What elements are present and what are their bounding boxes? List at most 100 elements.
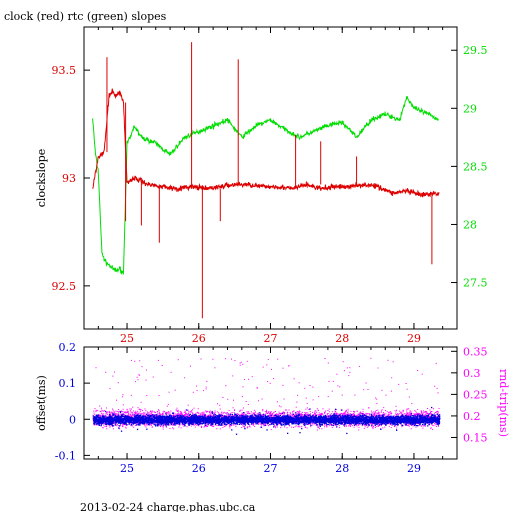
roundtrip-point	[158, 414, 160, 415]
offset-point	[347, 416, 349, 418]
roundtrip-point	[365, 414, 367, 416]
roundtrip-point	[396, 409, 397, 411]
roundtrip-point	[365, 412, 367, 414]
roundtrip-point	[335, 411, 337, 412]
roundtrip-point	[317, 425, 319, 427]
roundtrip-point	[195, 412, 197, 414]
roundtrip-point	[136, 423, 138, 425]
roundtrip-point	[234, 360, 236, 362]
roundtrip-point	[409, 410, 411, 412]
roundtrip-point	[240, 414, 242, 416]
roundtrip-point	[160, 414, 162, 416]
roundtrip-point	[408, 412, 410, 414]
roundtrip-point	[306, 413, 308, 415]
roundtrip-point	[296, 413, 298, 415]
roundtrip-point	[319, 413, 321, 415]
roundtrip-point	[282, 413, 284, 415]
roundtrip-point	[400, 412, 402, 414]
roundtrip-point	[167, 413, 169, 415]
roundtrip-point	[183, 415, 185, 416]
roundtrip-point	[116, 411, 118, 413]
roundtrip-point	[122, 408, 124, 410]
roundtrip-point	[331, 411, 333, 413]
roundtrip-point	[377, 425, 379, 427]
roundtrip-point	[372, 427, 374, 428]
offset-point	[186, 415, 188, 417]
roundtrip-point	[358, 429, 360, 431]
roundtrip-point	[174, 389, 176, 391]
roundtrip-point	[406, 423, 408, 425]
offset-point	[417, 413, 419, 415]
roundtrip-point	[252, 412, 254, 414]
roundtrip-point	[416, 413, 418, 414]
offset-point	[305, 423, 307, 425]
roundtrip-point	[161, 365, 163, 366]
offset-point	[365, 424, 367, 426]
roundtrip-point	[131, 415, 133, 417]
roundtrip-point	[298, 412, 300, 414]
roundtrip-point	[302, 414, 304, 416]
offset-point	[266, 417, 268, 419]
roundtrip-point	[242, 412, 244, 414]
roundtrip-point	[322, 408, 324, 410]
roundtrip-point	[390, 424, 392, 426]
roundtrip-point	[111, 426, 113, 428]
roundtrip-point	[193, 407, 195, 409]
y-tick-label: 0	[69, 413, 76, 426]
roundtrip-point	[438, 425, 439, 427]
roundtrip-point	[162, 426, 164, 428]
roundtrip-point	[262, 408, 264, 410]
roundtrip-point	[150, 413, 152, 415]
roundtrip-point	[187, 411, 189, 413]
roundtrip-point	[274, 426, 276, 428]
chart-title: clock (red) rtc (green) slopes	[4, 10, 167, 23]
roundtrip-point	[126, 408, 128, 410]
roundtrip-point	[354, 423, 355, 425]
roundtrip-point	[294, 426, 296, 428]
roundtrip-point	[298, 425, 300, 427]
roundtrip-point	[112, 414, 114, 416]
offset-point	[112, 425, 115, 427]
roundtrip-point	[128, 412, 129, 414]
roundtrip-point	[422, 414, 424, 416]
roundtrip-point	[114, 421, 116, 423]
roundtrip-point	[238, 414, 240, 416]
roundtrip-point	[117, 410, 119, 412]
roundtrip-point	[413, 424, 414, 425]
roundtrip-point	[274, 414, 276, 415]
roundtrip-point	[130, 412, 132, 414]
roundtrip-point	[367, 425, 369, 427]
roundtrip-point	[184, 415, 186, 417]
roundtrip-point	[322, 424, 324, 426]
roundtrip-point	[235, 424, 237, 426]
roundtrip-point	[227, 398, 229, 400]
roundtrip-point	[243, 414, 245, 416]
roundtrip-point	[103, 410, 105, 412]
roundtrip-point	[326, 426, 328, 428]
roundtrip-point	[212, 412, 214, 414]
roundtrip-point	[200, 417, 202, 419]
roundtrip-point	[328, 408, 330, 410]
roundtrip-point	[186, 412, 188, 414]
roundtrip-point	[325, 410, 327, 412]
roundtrip-point	[144, 424, 146, 426]
roundtrip-point	[326, 426, 327, 428]
roundtrip-point	[363, 412, 365, 414]
roundtrip-point	[422, 410, 424, 412]
roundtrip-point	[225, 358, 227, 360]
roundtrip-point	[349, 424, 351, 426]
roundtrip-point	[385, 413, 387, 415]
roundtrip-point	[243, 426, 245, 428]
roundtrip-point	[212, 358, 214, 360]
roundtrip-point	[404, 422, 406, 424]
roundtrip-point	[363, 389, 365, 391]
roundtrip-point	[176, 410, 178, 412]
roundtrip-point	[288, 424, 290, 426]
roundtrip-point	[403, 413, 405, 415]
roundtrip-point	[254, 425, 256, 427]
roundtrip-point	[321, 428, 323, 430]
roundtrip-point	[190, 425, 192, 427]
roundtrip-point	[324, 412, 326, 414]
roundtrip-point	[270, 429, 272, 431]
roundtrip-point	[395, 405, 397, 407]
